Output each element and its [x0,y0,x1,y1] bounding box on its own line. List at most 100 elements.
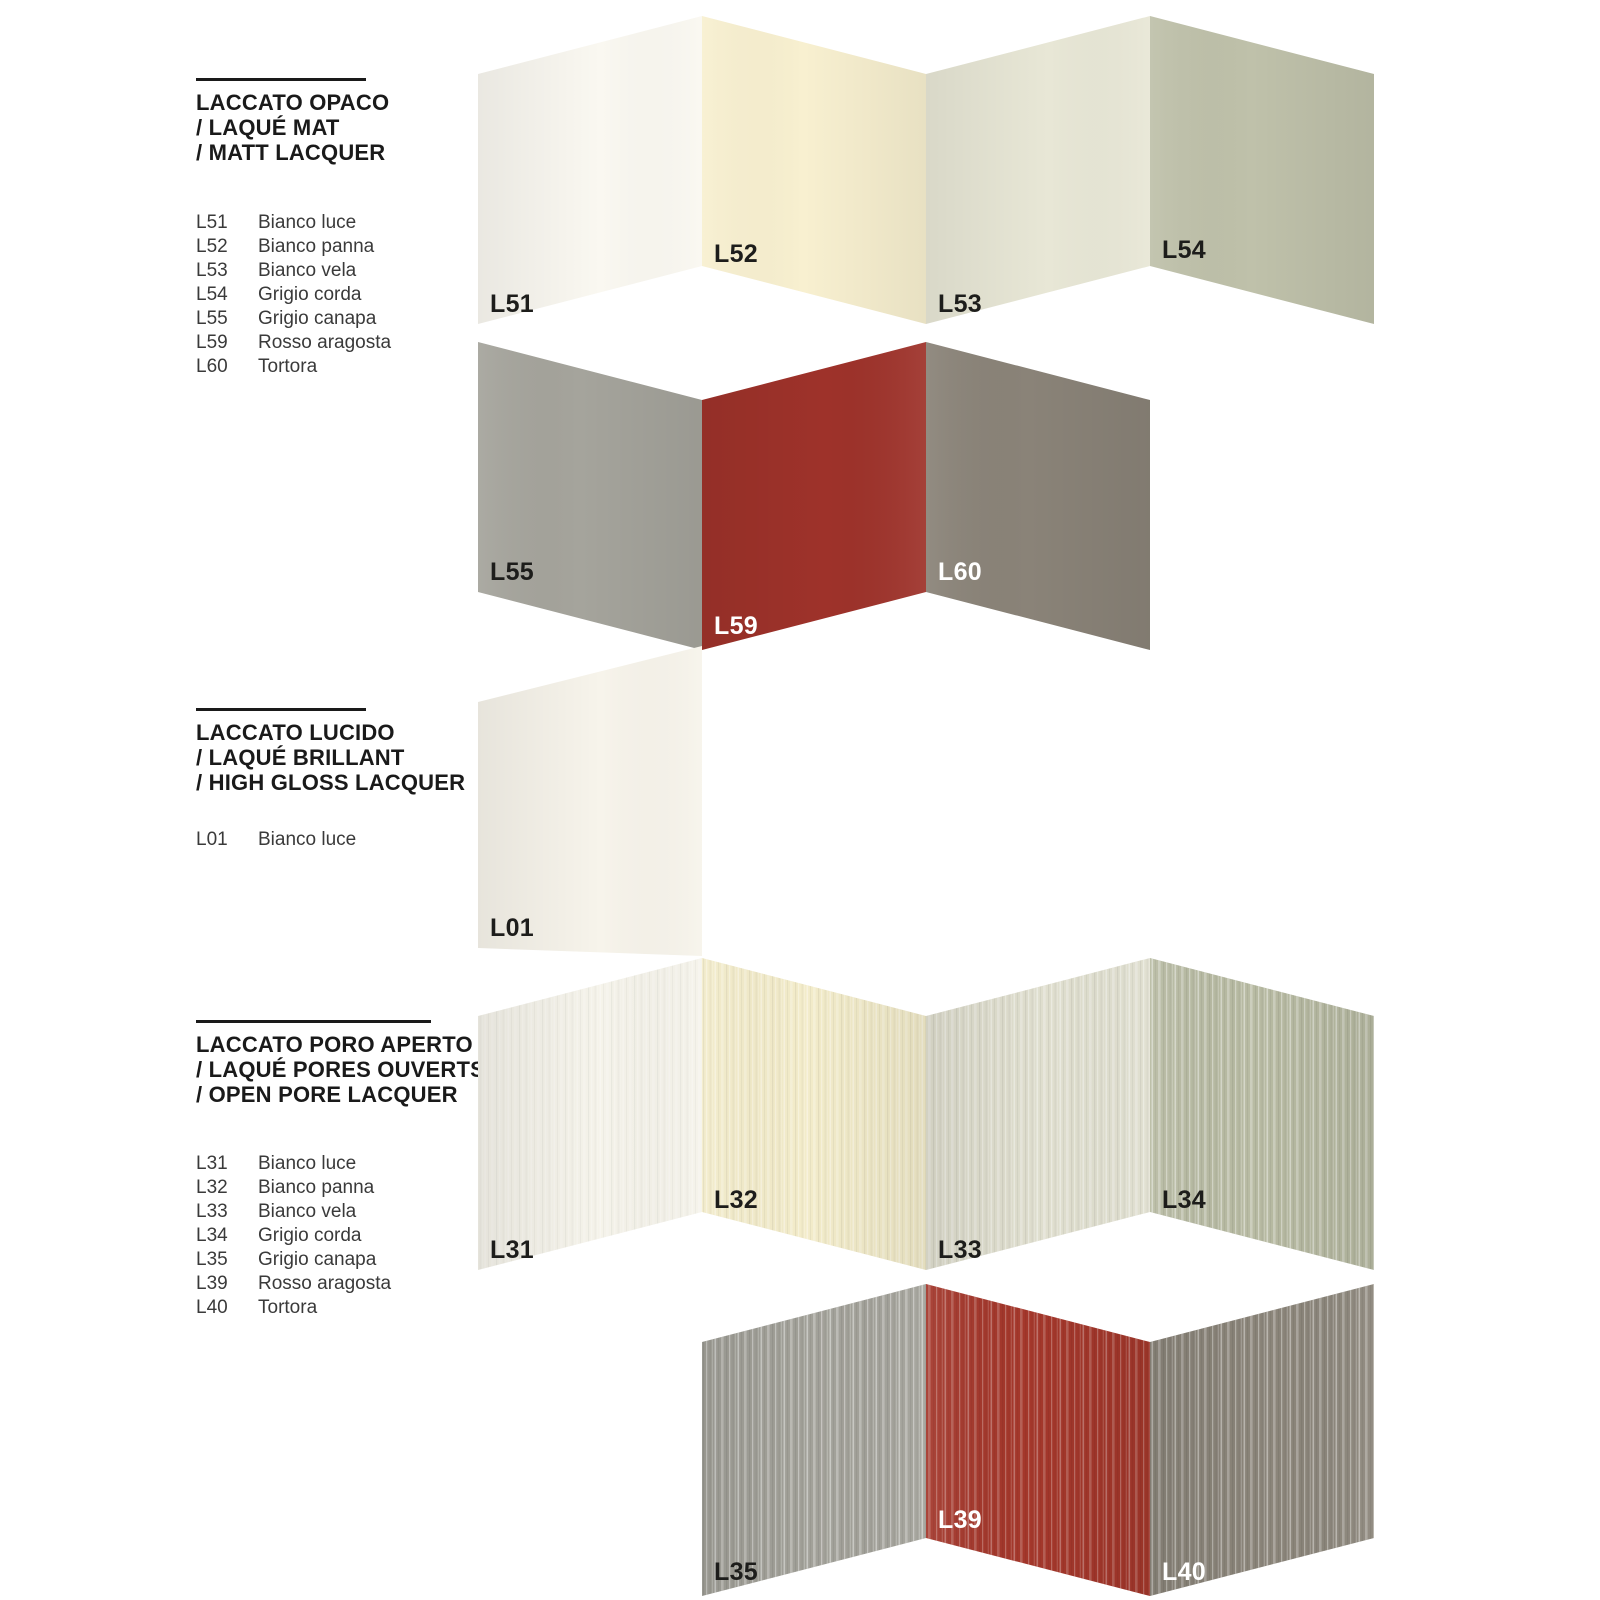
list-item: L01 Bianco luce [196,828,356,852]
section-title-line: / LAQUÉ BRILLANT [196,745,405,770]
list-item: L54 Grigio corda [196,283,391,307]
list-item: L39 Rosso aragosta [196,1272,391,1296]
swatch-label-l35: L35 [714,1558,758,1586]
swatch-label-l55: L55 [490,558,534,586]
list-item: L51 Bianco luce [196,211,391,235]
swatch-code: L59 [196,332,228,353]
list-item: L34 Grigio corda [196,1224,391,1248]
swatch-code: L01 [196,829,228,850]
swatch-panel-l52: L52 [702,16,926,324]
list-item: L59 Rosso aragosta [196,331,391,355]
swatch-panel-l39: L39 [926,1284,1150,1596]
list-item: L55 Grigio canapa [196,307,391,331]
swatch-panel-l35: L35 [702,1284,926,1596]
swatch-list-gloss: L01 Bianco luce [196,828,356,852]
swatch-panel-l60: L60 [926,342,1150,650]
swatch-name: Grigio canapa [258,308,377,329]
swatch-name: Bianco vela [258,1201,357,1222]
swatch-label-l60: L60 [938,558,982,586]
swatch-shade-l39 [926,1284,1150,1596]
swatch-shade-l34 [1150,958,1374,1270]
swatch-label-l40: L40 [1162,1558,1206,1586]
swatch-panel-l51: L51 [478,16,702,324]
list-item: L31 Bianco luce [196,1152,391,1176]
section-title-line: LACCATO OPACO [196,90,390,115]
section-rule-gloss [196,708,366,711]
section-title-line: / LAQUÉ MAT [196,115,340,140]
swatch-label-l53: L53 [938,290,982,318]
swatch-name: Rosso aragosta [258,1273,392,1294]
swatch-code: L31 [196,1153,228,1174]
swatch-code: L54 [196,284,228,305]
swatch-name: Grigio corda [258,1225,362,1246]
swatch-code: L39 [196,1273,228,1294]
swatch-code: L52 [196,236,228,257]
swatch-shade-l35 [702,1284,926,1596]
swatch-shade-l31 [478,958,702,1270]
swatch-shade-l33 [926,958,1150,1270]
swatch-name: Bianco panna [258,236,375,257]
swatch-panel-l53: L53 [926,16,1150,324]
swatch-label-l34: L34 [1162,1186,1206,1214]
swatch-panel-l33: L33 [926,958,1150,1270]
swatch-label-l01: L01 [490,914,534,942]
swatch-label-l31: L31 [490,1236,534,1264]
swatch-code: L35 [196,1249,228,1270]
swatch-panel-l34: L34 [1150,958,1374,1270]
swatch-name: Bianco luce [258,1153,357,1174]
swatch-name: Bianco luce [258,212,357,233]
swatch-panel-l01: L01 [478,646,702,956]
swatch-code: L33 [196,1201,228,1222]
swatch-panel-l59: L59 [702,342,926,650]
section-title-matt: LACCATO OPACO / LAQUÉ MAT / MATT LACQUER [196,90,389,165]
swatch-code: L55 [196,308,228,329]
swatch-name: Tortora [258,356,318,377]
swatch-shade-l59 [702,342,926,650]
swatch-shade-l52 [702,16,926,324]
swatch-panel-l31: L31 [478,958,702,1270]
section-rule-matt [196,78,366,81]
swatch-label-l33: L33 [938,1236,982,1264]
swatch-code: L51 [196,212,228,233]
swatch-label-l51: L51 [490,290,534,318]
swatch-name: Bianco panna [258,1177,375,1198]
swatch-name: Tortora [258,1297,318,1318]
swatch-code: L32 [196,1177,228,1198]
swatch-name: Rosso aragosta [258,332,392,353]
swatch-code: L53 [196,260,228,281]
swatch-panel-l55: L55 [478,342,702,650]
section-title-line: / HIGH GLOSS LACQUER [196,770,466,795]
swatch-name: Grigio corda [258,284,362,305]
swatch-label-l54: L54 [1162,236,1206,264]
swatch-shade-l01 [478,646,702,956]
swatch-shade-l54 [1150,16,1374,324]
swatch-label-l59: L59 [714,612,758,640]
section-title-line: LACCATO PORO APERTO [196,1032,473,1057]
list-item: L32 Bianco panna [196,1176,391,1200]
swatch-code: L60 [196,356,228,377]
swatch-name: Grigio canapa [258,1249,377,1270]
swatch-shade-l40 [1150,1284,1374,1596]
swatch-shade-l60 [926,342,1150,650]
swatch-code: L34 [196,1225,228,1246]
swatch-name: Bianco vela [258,260,357,281]
section-title-line: LACCATO LUCIDO [196,720,395,745]
swatch-shade-l55 [478,342,702,650]
section-rule-open-pore [196,1020,431,1023]
swatch-list-matt: L51 Bianco luce L52 Bianco panna L53 Bianco… [196,211,391,379]
list-item: L40 Tortora [196,1296,391,1320]
list-item: L52 Bianco panna [196,235,391,259]
swatch-list-open-pore: L31 Bianco luce L32 Bianco panna L33 Bianco… [196,1152,391,1320]
swatch-label-l32: L32 [714,1186,758,1214]
swatch-name: Bianco luce [258,829,357,850]
list-item: L60 Tortora [196,355,391,379]
section-title-gloss: LACCATO LUCIDO / LAQUÉ BRILLANT / HIGH G… [196,720,465,795]
swatch-shade-l51 [478,16,702,324]
swatch-code: L40 [196,1297,228,1318]
section-title-open-pore: LACCATO PORO APERTO / LAQUÉ PORES OUVERT… [196,1032,485,1107]
swatch-shade-l53 [926,16,1150,324]
swatch-label-l52: L52 [714,240,758,268]
swatch-panel-l54: L54 [1150,16,1374,324]
